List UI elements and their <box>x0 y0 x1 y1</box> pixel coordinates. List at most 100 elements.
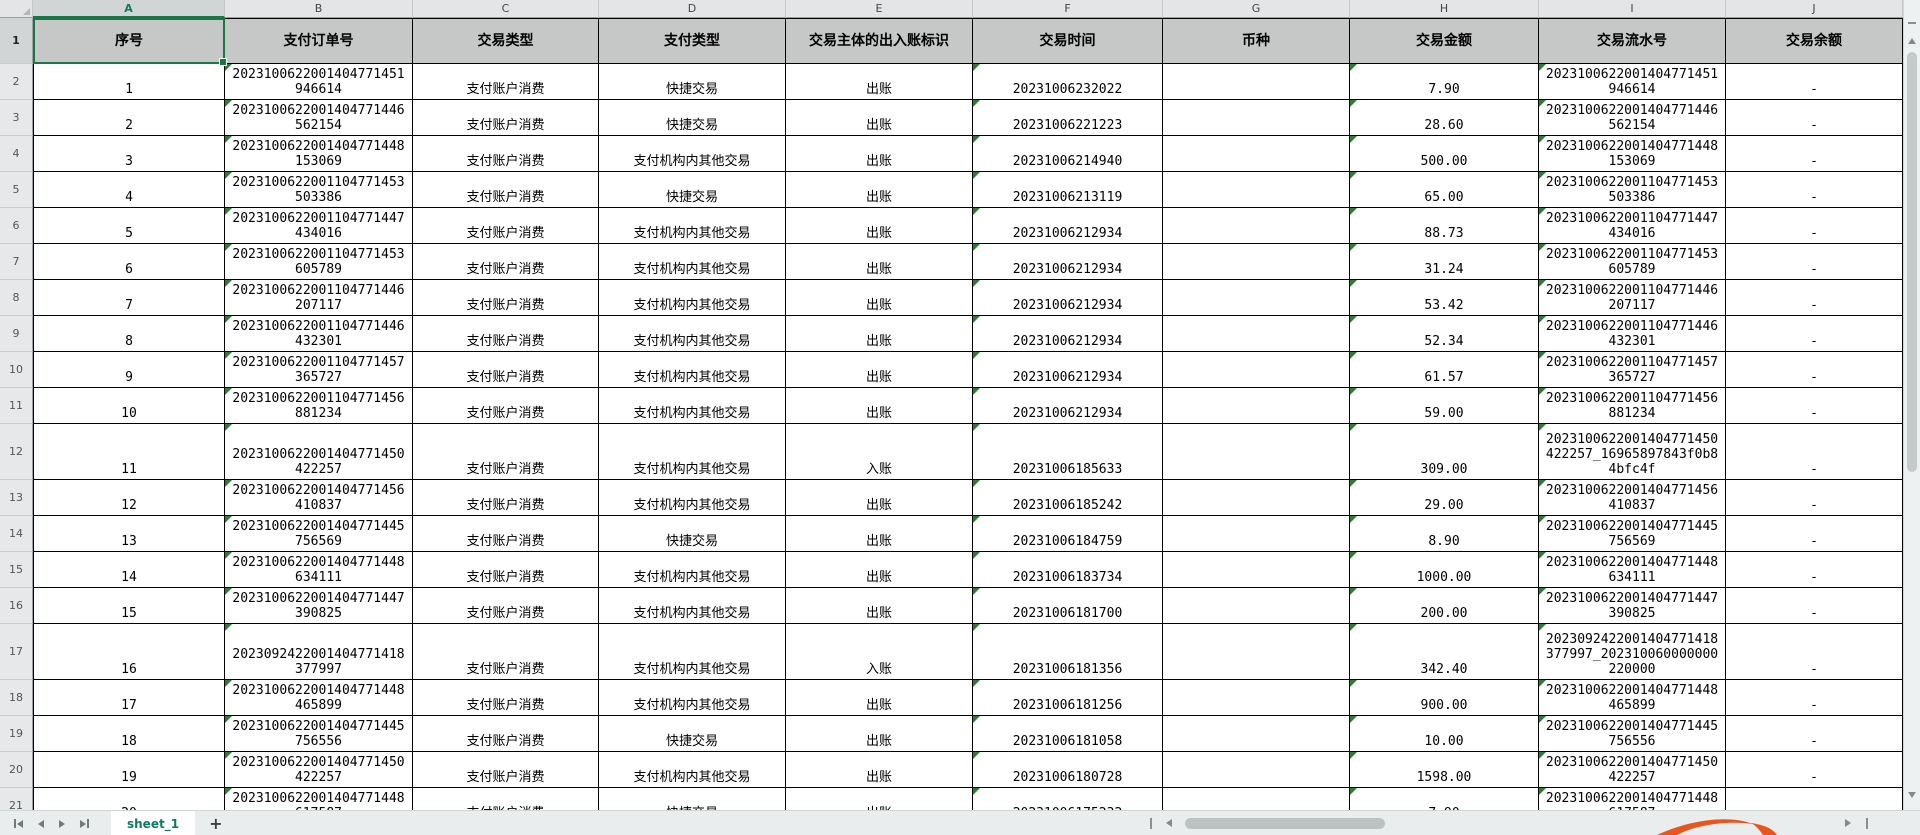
cell-F13[interactable]: 20231006185242 <box>973 480 1163 516</box>
row-header-18[interactable]: 18 <box>0 680 33 716</box>
cell-E8[interactable]: 出账 <box>786 280 973 316</box>
column-header-D[interactable]: D <box>599 0 786 18</box>
cell-C12[interactable]: 支付账户消费 <box>413 424 599 480</box>
cell-H9[interactable]: 52.34 <box>1350 316 1539 352</box>
cell-I14[interactable]: 2023100622001404771445756569 <box>1539 516 1726 552</box>
cell-F19[interactable]: 20231006181058 <box>973 716 1163 752</box>
cell-E16[interactable]: 出账 <box>786 588 973 624</box>
header-cell-H[interactable]: 交易金额 <box>1350 18 1539 64</box>
cell-J17[interactable]: - <box>1726 624 1903 680</box>
cell-D9[interactable]: 支付机构内其他交易 <box>599 316 786 352</box>
row-header-1[interactable]: 1 <box>0 18 33 64</box>
header-cell-E[interactable]: 交易主体的出入账标识 <box>786 18 973 64</box>
cell-F10[interactable]: 20231006212934 <box>973 352 1163 388</box>
horizontal-split-handle[interactable] <box>1150 818 1152 829</box>
cell-B17[interactable]: 2023092422001404771418377997 <box>225 624 413 680</box>
header-cell-B[interactable]: 支付订单号 <box>225 18 413 64</box>
column-header-H[interactable]: H <box>1350 0 1539 18</box>
cell-C6[interactable]: 支付账户消费 <box>413 208 599 244</box>
cell-A6[interactable]: 5 <box>33 208 225 244</box>
cell-B4[interactable]: 2023100622001404771448153069 <box>225 136 413 172</box>
cell-F21[interactable]: 20231006175232 <box>973 788 1163 810</box>
row-header-20[interactable]: 20 <box>0 752 33 788</box>
cell-J5[interactable]: - <box>1726 172 1903 208</box>
row-header-7[interactable]: 7 <box>0 244 33 280</box>
cell-B20[interactable]: 2023100622001404771450422257 <box>225 752 413 788</box>
cell-H15[interactable]: 1000.00 <box>1350 552 1539 588</box>
cell-I15[interactable]: 2023100622001404771448634111 <box>1539 552 1726 588</box>
vertical-scroll-thumb[interactable] <box>1907 52 1917 472</box>
first-sheet-button[interactable] <box>14 819 23 828</box>
cell-G15[interactable] <box>1163 552 1350 588</box>
cell-A11[interactable]: 10 <box>33 388 225 424</box>
header-cell-J[interactable]: 交易余额 <box>1726 18 1903 64</box>
header-cell-A[interactable]: 序号 <box>33 18 227 66</box>
header-cell-G[interactable]: 币种 <box>1163 18 1350 64</box>
cell-I16[interactable]: 2023100622001404771447390825 <box>1539 588 1726 624</box>
cell-I7[interactable]: 2023100622001104771453605789 <box>1539 244 1726 280</box>
cell-G16[interactable] <box>1163 588 1350 624</box>
cell-J12[interactable]: - <box>1726 424 1903 480</box>
cell-D10[interactable]: 支付机构内其他交易 <box>599 352 786 388</box>
cell-A21[interactable]: 20 <box>33 788 225 810</box>
column-header-A[interactable]: A <box>33 0 225 18</box>
cell-E3[interactable]: 出账 <box>786 100 973 136</box>
cell-E21[interactable]: 出账 <box>786 788 973 810</box>
cell-J10[interactable]: - <box>1726 352 1903 388</box>
cell-F14[interactable]: 20231006184759 <box>973 516 1163 552</box>
column-header-I[interactable]: I <box>1539 0 1726 18</box>
cell-F17[interactable]: 20231006181356 <box>973 624 1163 680</box>
cell-J3[interactable]: - <box>1726 100 1903 136</box>
cell-G7[interactable] <box>1163 244 1350 280</box>
row-header-14[interactable]: 14 <box>0 516 33 552</box>
cell-G6[interactable] <box>1163 208 1350 244</box>
cell-C7[interactable]: 支付账户消费 <box>413 244 599 280</box>
cell-A8[interactable]: 7 <box>33 280 225 316</box>
cell-A10[interactable]: 9 <box>33 352 225 388</box>
horizontal-scroll-thumb[interactable] <box>1185 818 1385 829</box>
cell-J7[interactable]: - <box>1726 244 1903 280</box>
row-header-8[interactable]: 8 <box>0 280 33 316</box>
cell-D19[interactable]: 快捷交易 <box>599 716 786 752</box>
cell-G10[interactable] <box>1163 352 1350 388</box>
scroll-right-icon[interactable] <box>1845 819 1851 827</box>
horizontal-split-handle-right[interactable] <box>1866 818 1868 829</box>
cell-H8[interactable]: 53.42 <box>1350 280 1539 316</box>
cell-H19[interactable]: 10.00 <box>1350 716 1539 752</box>
cell-G21[interactable] <box>1163 788 1350 810</box>
cell-E13[interactable]: 出账 <box>786 480 973 516</box>
cell-I13[interactable]: 2023100622001404771456410837 <box>1539 480 1726 516</box>
cell-F5[interactable]: 20231006213119 <box>973 172 1163 208</box>
cell-F16[interactable]: 20231006181700 <box>973 588 1163 624</box>
cell-I21[interactable]: 2023100622001404771448617587 <box>1539 788 1726 810</box>
cell-J13[interactable]: - <box>1726 480 1903 516</box>
row-header-19[interactable]: 19 <box>0 716 33 752</box>
cell-G9[interactable] <box>1163 316 1350 352</box>
cell-A20[interactable]: 19 <box>33 752 225 788</box>
cell-E14[interactable]: 出账 <box>786 516 973 552</box>
cell-I10[interactable]: 2023100622001104771457365727 <box>1539 352 1726 388</box>
cell-B11[interactable]: 2023100622001104771456881234 <box>225 388 413 424</box>
cell-A5[interactable]: 4 <box>33 172 225 208</box>
cell-F3[interactable]: 20231006221223 <box>973 100 1163 136</box>
cell-B2[interactable]: 2023100622001404771451946614 <box>225 64 413 100</box>
vertical-scrollbar[interactable] <box>1903 0 1920 810</box>
row-header-5[interactable]: 5 <box>0 172 33 208</box>
cell-C20[interactable]: 支付账户消费 <box>413 752 599 788</box>
column-header-E[interactable]: E <box>786 0 973 18</box>
cell-C8[interactable]: 支付账户消费 <box>413 280 599 316</box>
cell-C21[interactable]: 支付账户消费 <box>413 788 599 810</box>
cell-G3[interactable] <box>1163 100 1350 136</box>
cell-H4[interactable]: 500.00 <box>1350 136 1539 172</box>
cell-H18[interactable]: 900.00 <box>1350 680 1539 716</box>
cell-C10[interactable]: 支付账户消费 <box>413 352 599 388</box>
cell-J20[interactable]: - <box>1726 752 1903 788</box>
cell-A19[interactable]: 18 <box>33 716 225 752</box>
scroll-left-icon[interactable] <box>1166 819 1172 827</box>
row-header-6[interactable]: 6 <box>0 208 33 244</box>
cell-I3[interactable]: 2023100622001404771446562154 <box>1539 100 1726 136</box>
row-header-12[interactable]: 12 <box>0 424 33 480</box>
cell-D14[interactable]: 快捷交易 <box>599 516 786 552</box>
last-sheet-button[interactable] <box>80 819 89 828</box>
column-header-G[interactable]: G <box>1163 0 1350 18</box>
